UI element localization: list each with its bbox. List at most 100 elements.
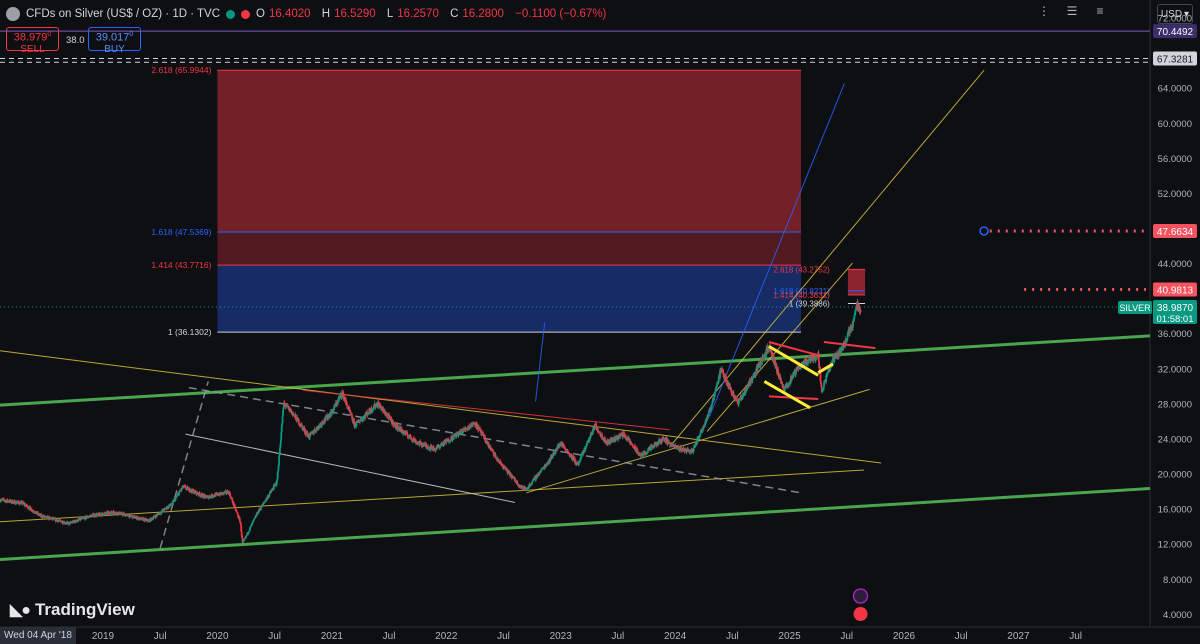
candle-body — [80, 517, 83, 520]
object-tree-icon[interactable]: ☰ — [1066, 4, 1078, 18]
candle-body — [808, 358, 810, 361]
candle-body — [55, 518, 58, 522]
current-price-label-bg — [1153, 300, 1197, 325]
horizontal-line-label-bg — [1153, 24, 1197, 39]
symbol-title[interactable]: CFDs on Silver (US$ / OZ) · 1D · TVC — [26, 8, 221, 20]
candle-body — [21, 503, 24, 505]
candle-body — [444, 440, 446, 444]
candle-body — [627, 437, 630, 439]
candle-body — [740, 396, 743, 401]
candle-body — [552, 452, 555, 454]
candle-body — [72, 520, 75, 522]
candle-body — [308, 433, 311, 438]
candle-body — [240, 525, 243, 532]
candle-body — [833, 356, 836, 361]
candle-body — [291, 412, 294, 416]
candle-body — [661, 439, 664, 441]
candle-body — [724, 376, 727, 379]
candle-body — [664, 437, 667, 443]
target-label: 40.9813 — [1157, 286, 1194, 297]
candle-body — [650, 447, 652, 450]
currency-selector[interactable]: USD ▾ — [1157, 4, 1193, 24]
candle-body — [609, 440, 612, 444]
candle-body — [810, 357, 813, 362]
drag-handle-icon[interactable]: ⋮ — [1038, 4, 1050, 18]
market-status-icon — [226, 9, 236, 19]
candle-body — [230, 497, 233, 499]
current-price-label: 38.9870 — [1157, 303, 1194, 314]
candle-body — [741, 395, 744, 398]
settings-panel-icon[interactable]: ≡ — [1096, 4, 1104, 18]
candle-body — [388, 415, 391, 418]
candle-body — [281, 415, 284, 424]
candle-body — [272, 485, 275, 490]
candle-body — [364, 413, 367, 419]
time-tick-label: Jul — [612, 631, 625, 642]
candle-body — [646, 452, 648, 454]
candle-body — [482, 434, 485, 436]
candle-body — [580, 454, 583, 458]
candle-body — [439, 445, 442, 449]
candle-body — [510, 474, 513, 479]
candle-body — [260, 505, 263, 508]
candle-body — [618, 437, 621, 439]
candle-body — [146, 519, 149, 521]
candle-body — [346, 405, 349, 409]
candle-body — [597, 430, 600, 433]
candle-body — [261, 504, 264, 507]
candle-body — [156, 514, 159, 516]
candle-body — [277, 464, 280, 470]
candle-body — [160, 511, 163, 514]
candle-body — [362, 416, 365, 420]
candle-body — [418, 441, 421, 446]
candle-body — [692, 451, 695, 453]
candle-body — [320, 424, 323, 427]
candle-body — [625, 438, 628, 440]
candle-body — [817, 352, 820, 362]
candle-body — [178, 490, 181, 493]
candle-body — [543, 465, 546, 469]
candle-body — [152, 518, 155, 520]
candle-body — [132, 516, 135, 518]
candle-body — [279, 444, 282, 448]
candle-body — [549, 458, 552, 462]
candle-body — [392, 420, 394, 426]
candle-body — [175, 496, 178, 498]
sell-button[interactable]: 38.9790 SELL — [6, 27, 59, 55]
price-tick-label: 8.0000 — [1163, 575, 1192, 586]
trendline — [708, 83, 845, 417]
candle-body — [77, 519, 80, 522]
time-tick-label: 2025 — [778, 631, 801, 642]
candle-body — [349, 408, 351, 412]
candle-body — [366, 411, 368, 413]
candle-body — [341, 392, 343, 397]
candle-body — [103, 513, 106, 515]
candle-body — [252, 521, 254, 523]
candle-body — [242, 540, 245, 542]
buy-button[interactable]: 39.0170 BUY — [88, 27, 141, 55]
candle-body — [761, 356, 764, 358]
candle-body — [853, 312, 856, 316]
candle-body — [0, 499, 3, 501]
fib-level-label: 1.414 (43.7716) — [151, 260, 211, 270]
trendlines — [0, 30, 1151, 561]
candle-body — [86, 516, 89, 518]
candle-body — [511, 476, 514, 478]
candle-body — [516, 480, 519, 484]
candle-body — [136, 518, 139, 520]
candle-body — [368, 408, 371, 412]
pattern-line — [768, 345, 819, 377]
candle-body — [323, 422, 325, 424]
candle-body — [240, 531, 243, 536]
candle-body — [352, 419, 355, 421]
candle-body — [162, 510, 165, 512]
candle-body — [263, 502, 265, 504]
candle-body — [499, 461, 502, 463]
candle-body — [807, 360, 810, 363]
candle-body — [796, 368, 799, 370]
candle-body — [217, 495, 220, 496]
candle-body — [242, 539, 245, 541]
candle-body — [777, 369, 780, 375]
candle-body — [661, 439, 663, 443]
